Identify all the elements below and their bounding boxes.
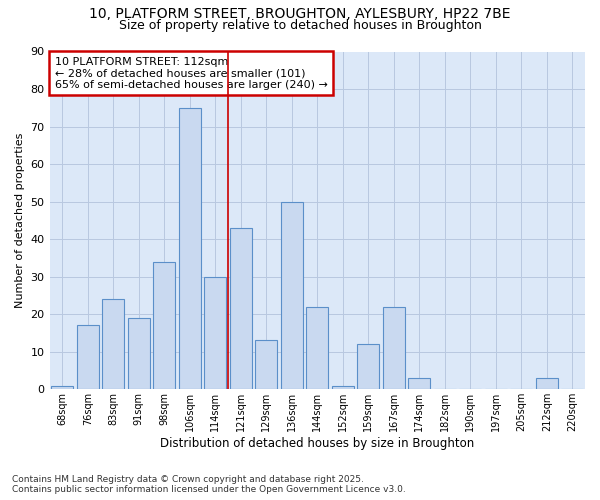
Bar [154,262,175,390]
Bar [358,344,379,390]
Bar [281,202,302,390]
Bar [536,378,557,390]
Bar [128,318,149,390]
Bar [103,299,124,390]
Y-axis label: Number of detached properties: Number of detached properties [15,132,25,308]
Bar [230,228,251,390]
Bar [77,326,98,390]
Text: Contains HM Land Registry data © Crown copyright and database right 2025.
Contai: Contains HM Land Registry data © Crown c… [12,474,406,494]
Bar [52,386,73,390]
Bar [383,306,404,390]
Text: 10, PLATFORM STREET, BROUGHTON, AYLESBURY, HP22 7BE: 10, PLATFORM STREET, BROUGHTON, AYLESBUR… [89,8,511,22]
Bar [256,340,277,390]
Bar [409,378,430,390]
Bar [179,108,200,390]
Bar [307,306,328,390]
X-axis label: Distribution of detached houses by size in Broughton: Distribution of detached houses by size … [160,437,475,450]
Text: Size of property relative to detached houses in Broughton: Size of property relative to detached ho… [119,18,481,32]
Bar [205,276,226,390]
Text: 10 PLATFORM STREET: 112sqm
← 28% of detached houses are smaller (101)
65% of sem: 10 PLATFORM STREET: 112sqm ← 28% of deta… [55,56,328,90]
Bar [332,386,353,390]
